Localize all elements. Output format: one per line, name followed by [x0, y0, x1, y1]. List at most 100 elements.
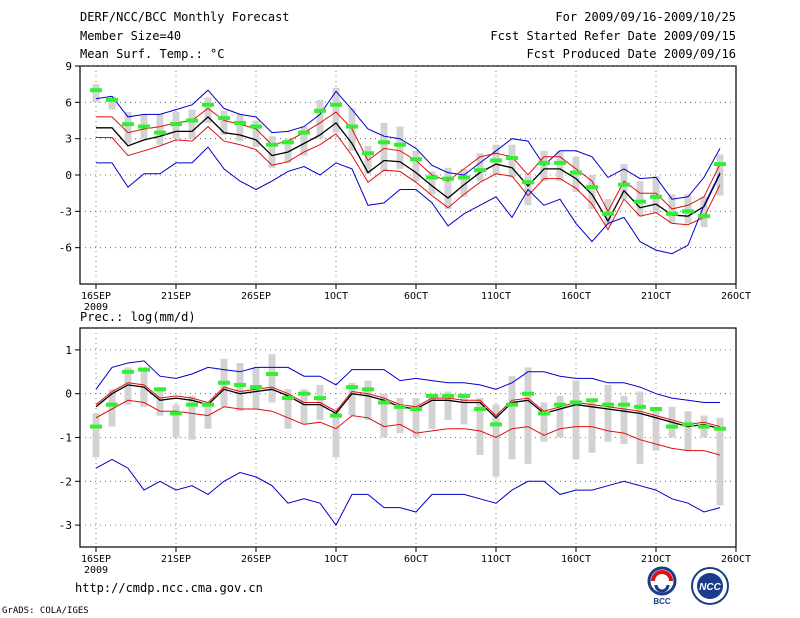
temp-median-mark — [554, 160, 566, 165]
prec-median-mark — [442, 393, 454, 398]
prec-box — [716, 417, 724, 506]
prec-box — [108, 389, 116, 427]
forecast-period: For 2009/09/16-2009/10/25 — [555, 10, 736, 24]
prec-box — [332, 411, 340, 458]
temp-median-mark — [314, 108, 326, 113]
temp-xtick-label: 11OCT — [481, 291, 511, 302]
prec-median-mark — [330, 413, 342, 418]
prec-median-mark — [474, 407, 486, 412]
temp-box — [156, 114, 164, 145]
temp-median-mark — [282, 140, 294, 145]
prec-box — [188, 395, 196, 440]
temp-xtick-label: 1OCT — [324, 291, 348, 302]
temp-box — [636, 181, 644, 217]
temp-ytick-label: -3 — [59, 205, 72, 218]
temp-ytick-label: 9 — [65, 60, 72, 73]
prec-xtick-label: 21OCT — [641, 554, 671, 565]
prec-series-max — [95, 360, 720, 403]
temp-median-mark — [202, 102, 214, 107]
prec-series-mean-minus-sd — [95, 399, 721, 456]
temp-median-mark — [586, 185, 598, 190]
prec-series-min — [95, 458, 721, 527]
temp-box — [588, 175, 596, 209]
temp-median-mark — [410, 157, 422, 162]
prec-median-mark — [426, 393, 438, 398]
prec-median-mark — [122, 369, 134, 374]
prec-median-mark — [170, 411, 182, 416]
temp-box — [252, 120, 260, 148]
prec-box — [124, 367, 132, 405]
prec-panel-label: Prec.: log(mm/d) — [80, 310, 196, 324]
prec-box — [380, 393, 388, 438]
temp-box — [380, 122, 388, 172]
prec-xtick-label: 11OCT — [481, 554, 511, 565]
prec-xtick-label: 16SEP — [81, 554, 111, 565]
prec-box — [508, 376, 516, 460]
prec-box — [540, 402, 548, 442]
temp-box — [428, 171, 436, 195]
temp-median-mark — [138, 124, 150, 129]
prec-box — [492, 404, 500, 477]
temp-median-mark — [106, 97, 118, 102]
temp-series-mean-minus-sd — [96, 125, 721, 231]
prec-median-mark — [634, 404, 646, 409]
prec-ytick-label: -1 — [59, 432, 72, 445]
temp-box — [396, 126, 404, 169]
temp-series-max — [95, 89, 721, 200]
prec-median-mark — [250, 385, 262, 390]
prec-median-mark — [234, 382, 246, 387]
temp-median-mark — [458, 175, 470, 180]
prec-box — [268, 354, 276, 403]
prec-median-mark — [106, 402, 118, 407]
prec-box — [460, 393, 468, 425]
temp-box — [124, 112, 132, 144]
temp-series-mean — [96, 116, 721, 223]
temp-panel-label: Mean Surf. Temp.: °C — [80, 47, 225, 61]
prec-median-mark — [138, 367, 150, 372]
prec-xtick-label: 6OCT — [404, 554, 428, 565]
prec-box — [604, 384, 612, 442]
started-date: Fcst Started Refer Date 2009/09/15 — [490, 29, 736, 43]
temp-median-mark — [234, 120, 246, 125]
ncc-logo: NCC — [691, 567, 729, 605]
temp-median-mark — [682, 209, 694, 214]
prec-median-mark — [298, 391, 310, 396]
prec-median-mark — [266, 371, 278, 376]
prec-box — [396, 398, 404, 434]
prec-median-mark — [650, 407, 662, 412]
bcc-logo: BCC — [647, 566, 677, 606]
prec-median-mark — [314, 396, 326, 401]
temp-median-mark — [170, 122, 182, 127]
bcc-logo-text: BCC — [653, 597, 671, 606]
temp-box — [268, 136, 276, 168]
temp-xtick-label: 16OCT — [561, 291, 591, 302]
prec-median-mark — [522, 391, 534, 396]
temp-median-mark — [394, 142, 406, 147]
prec-box — [364, 380, 372, 420]
temp-box — [476, 153, 484, 182]
temp-xtick-label: 21SEP — [161, 291, 191, 302]
temp-median-mark — [330, 102, 342, 107]
temp-box — [108, 96, 116, 110]
prec-median-mark — [506, 402, 518, 407]
temp-box — [508, 144, 516, 178]
temp-series-mean-plus-sd — [96, 107, 721, 213]
prec-ytick-label: 0 — [65, 388, 72, 401]
prec-box — [92, 413, 100, 458]
prec-ytick-label: -3 — [59, 519, 72, 532]
prec-box — [284, 389, 292, 429]
temp-median-mark — [634, 199, 646, 204]
temp-median-mark — [474, 168, 486, 173]
prec-median-mark — [714, 426, 726, 431]
temp-box — [700, 196, 708, 228]
prec-box — [428, 393, 436, 429]
temp-series-min — [96, 146, 721, 255]
prec-xtick-label: 16OCT — [561, 554, 591, 565]
prec-series-mean — [95, 384, 721, 430]
temp-median-mark — [346, 124, 358, 129]
temp-box — [284, 138, 292, 163]
prec-xtick-label: 26SEP — [241, 554, 271, 565]
prec-box — [636, 391, 644, 464]
prec-xtick-label: 1OCT — [324, 554, 348, 565]
temp-median-mark — [570, 170, 582, 175]
